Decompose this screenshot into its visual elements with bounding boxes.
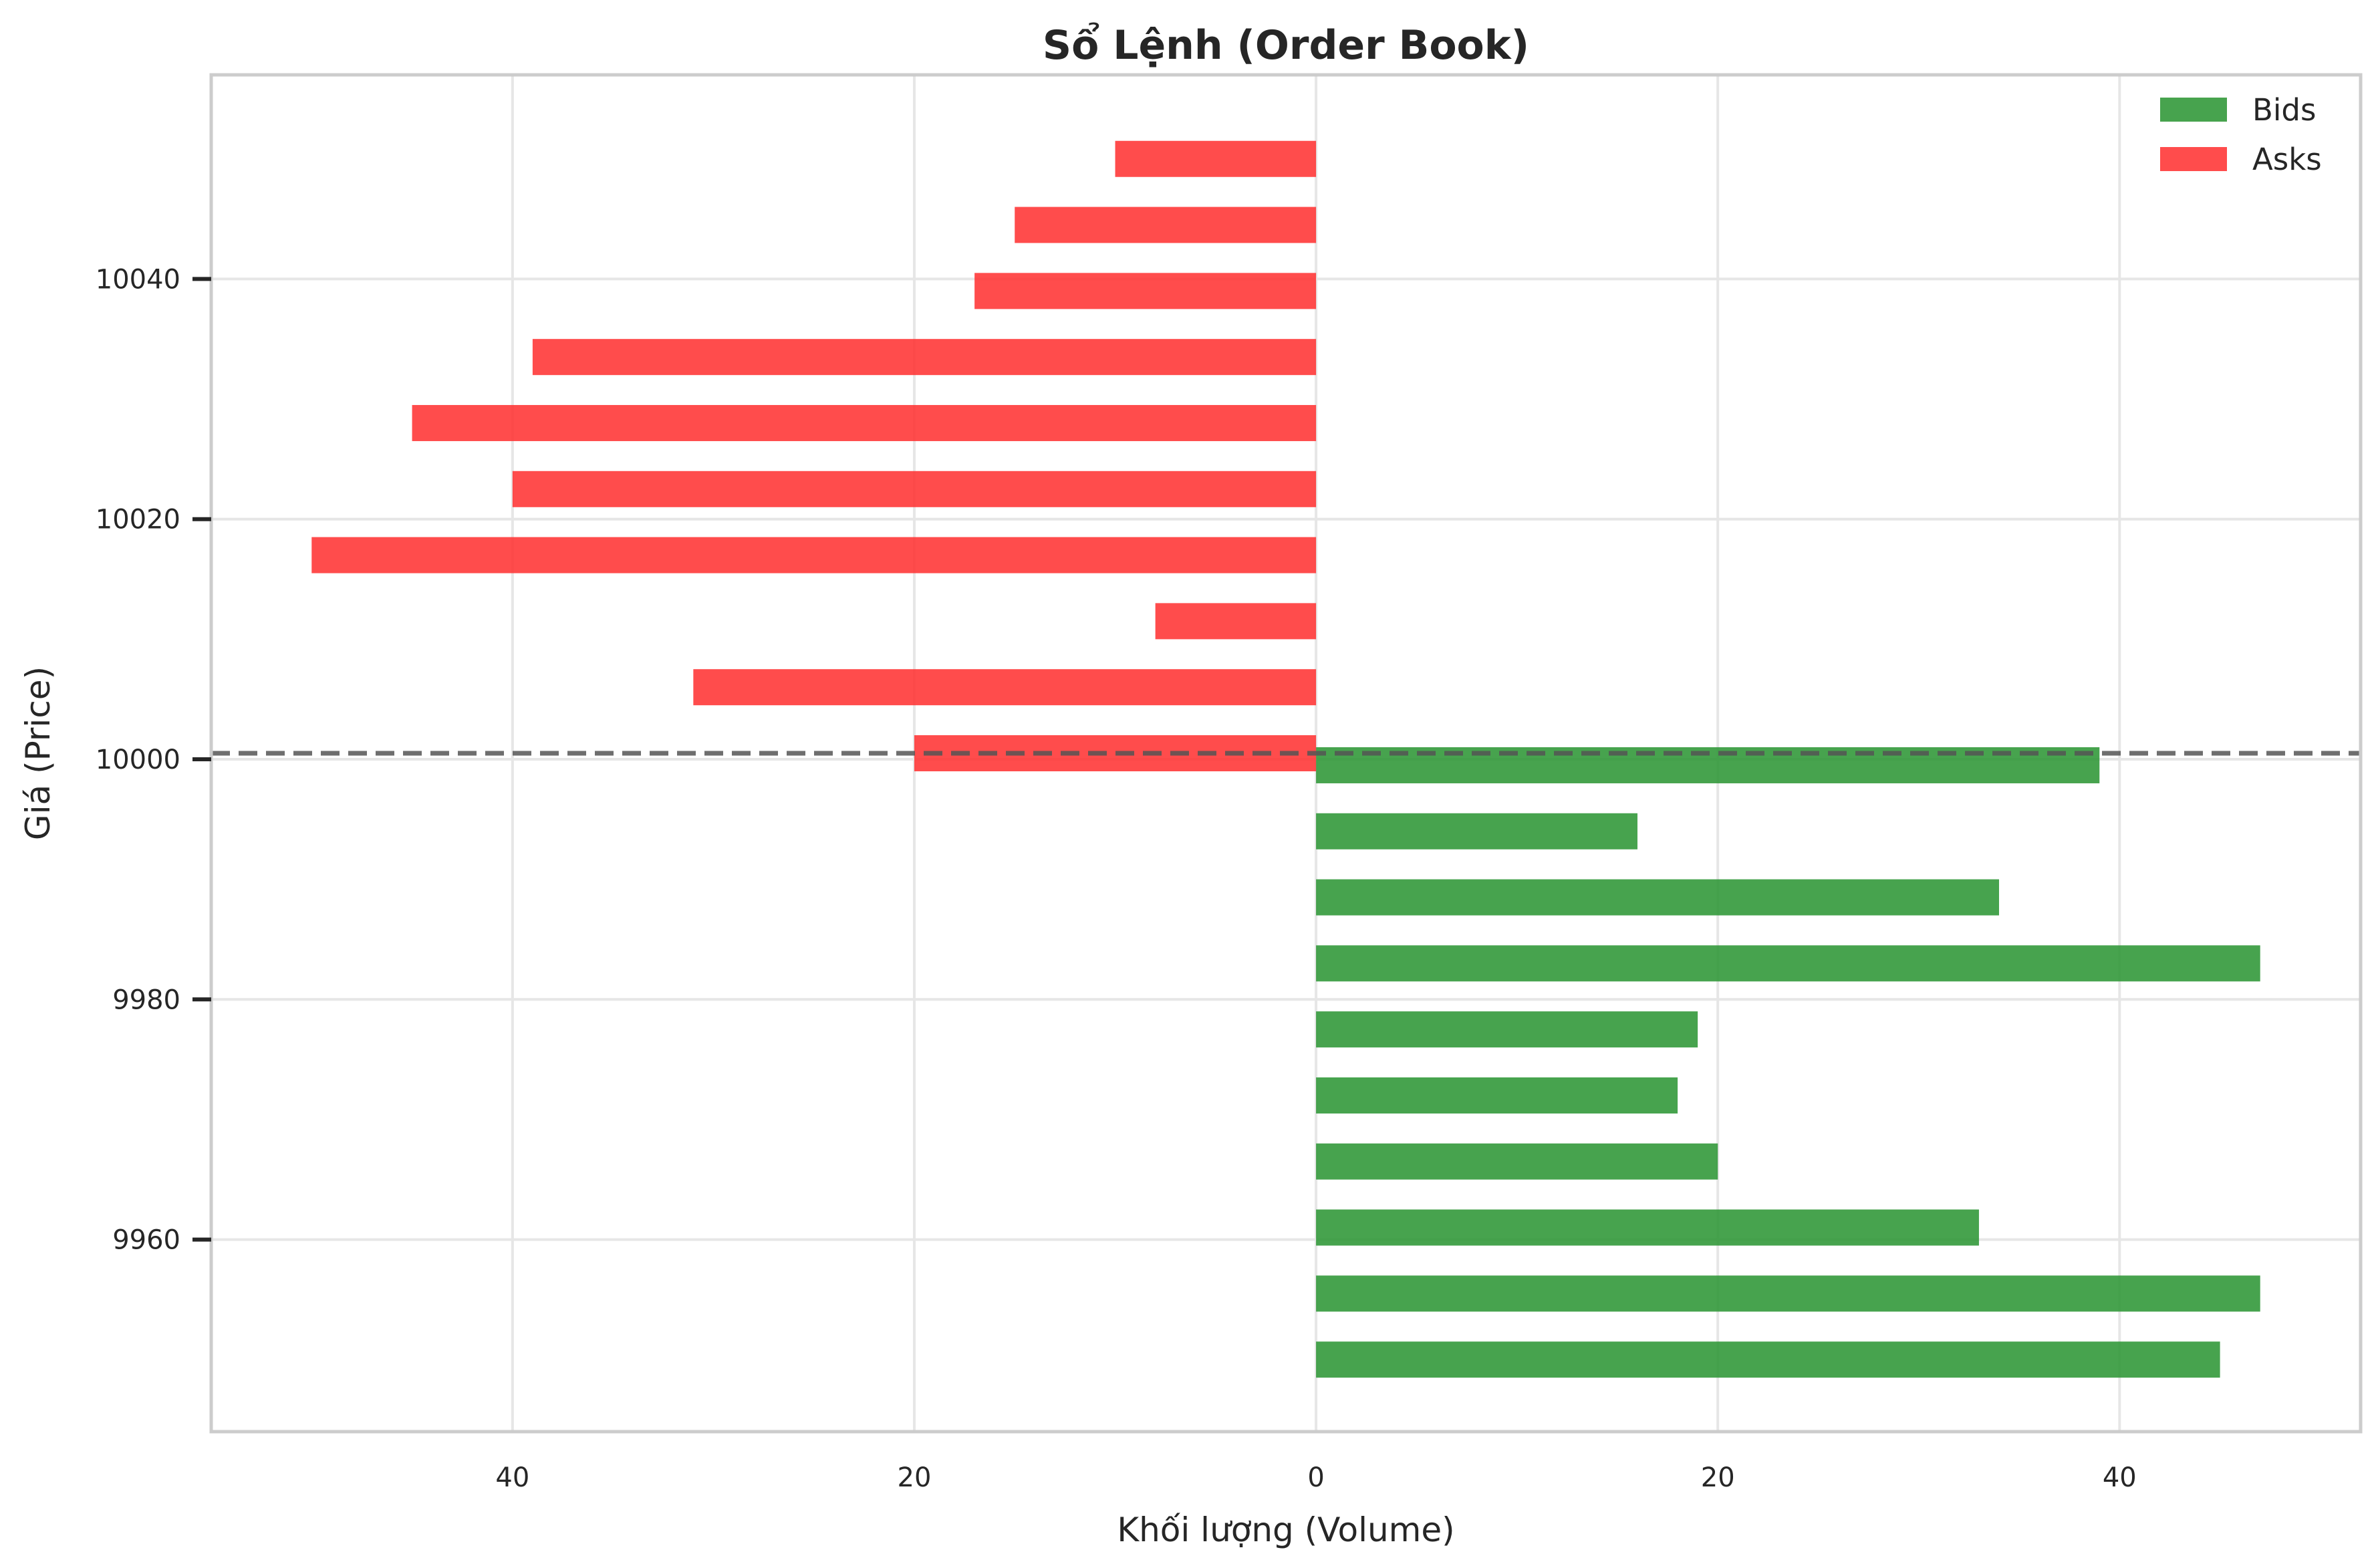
bar-asks xyxy=(1015,207,1317,243)
bar-asks xyxy=(1115,140,1317,177)
legend: Bids Asks xyxy=(2160,92,2322,177)
bar-asks xyxy=(532,339,1317,376)
y-tick-label: 10040 xyxy=(96,264,180,295)
x-tick-label: 40 xyxy=(2103,1462,2137,1493)
x-tick-label: 40 xyxy=(495,1462,529,1493)
bar-bids xyxy=(1316,1341,2220,1378)
bar-bids xyxy=(1316,1077,1678,1114)
bar-asks xyxy=(512,471,1317,507)
legend-label-asks: Asks xyxy=(2252,142,2322,177)
bar-bids xyxy=(1316,813,1637,850)
bar-bids xyxy=(1316,1011,1698,1048)
y-tick-label: 9980 xyxy=(112,985,180,1015)
legend-swatch-asks xyxy=(2160,147,2227,171)
bar-bids xyxy=(1316,945,2260,982)
bar-bids xyxy=(1316,1209,1979,1246)
bar-asks xyxy=(1155,603,1317,640)
bar-asks xyxy=(412,404,1317,441)
axis-ticks: 40 20 0 20 40 9960 9980 10000 10020 10040 xyxy=(96,264,2137,1493)
y-tick-label: 10000 xyxy=(96,745,180,775)
bar-asks xyxy=(693,669,1317,706)
y-tick-label: 9960 xyxy=(112,1225,180,1256)
bar-asks xyxy=(311,537,1317,573)
bars xyxy=(311,140,2260,1378)
bar-bids xyxy=(1316,1143,1718,1180)
legend-label-bids: Bids xyxy=(2252,92,2316,128)
bar-bids xyxy=(1316,879,1999,916)
chart-title: Sổ Lệnh (Order Book) xyxy=(1043,21,1529,69)
y-tick-label: 10020 xyxy=(96,505,180,535)
x-tick-label: 0 xyxy=(1307,1462,1324,1493)
y-axis-title: Giá (Price) xyxy=(19,666,57,840)
plot-frame xyxy=(209,73,2363,1434)
legend-swatch-bids xyxy=(2160,98,2227,122)
bar-asks xyxy=(974,273,1317,309)
x-axis-title: Khối lượng (Volume) xyxy=(1117,1511,1454,1549)
x-tick-label: 20 xyxy=(1701,1462,1735,1493)
x-tick-label: 20 xyxy=(898,1462,932,1493)
bar-bids xyxy=(1316,1275,2260,1312)
